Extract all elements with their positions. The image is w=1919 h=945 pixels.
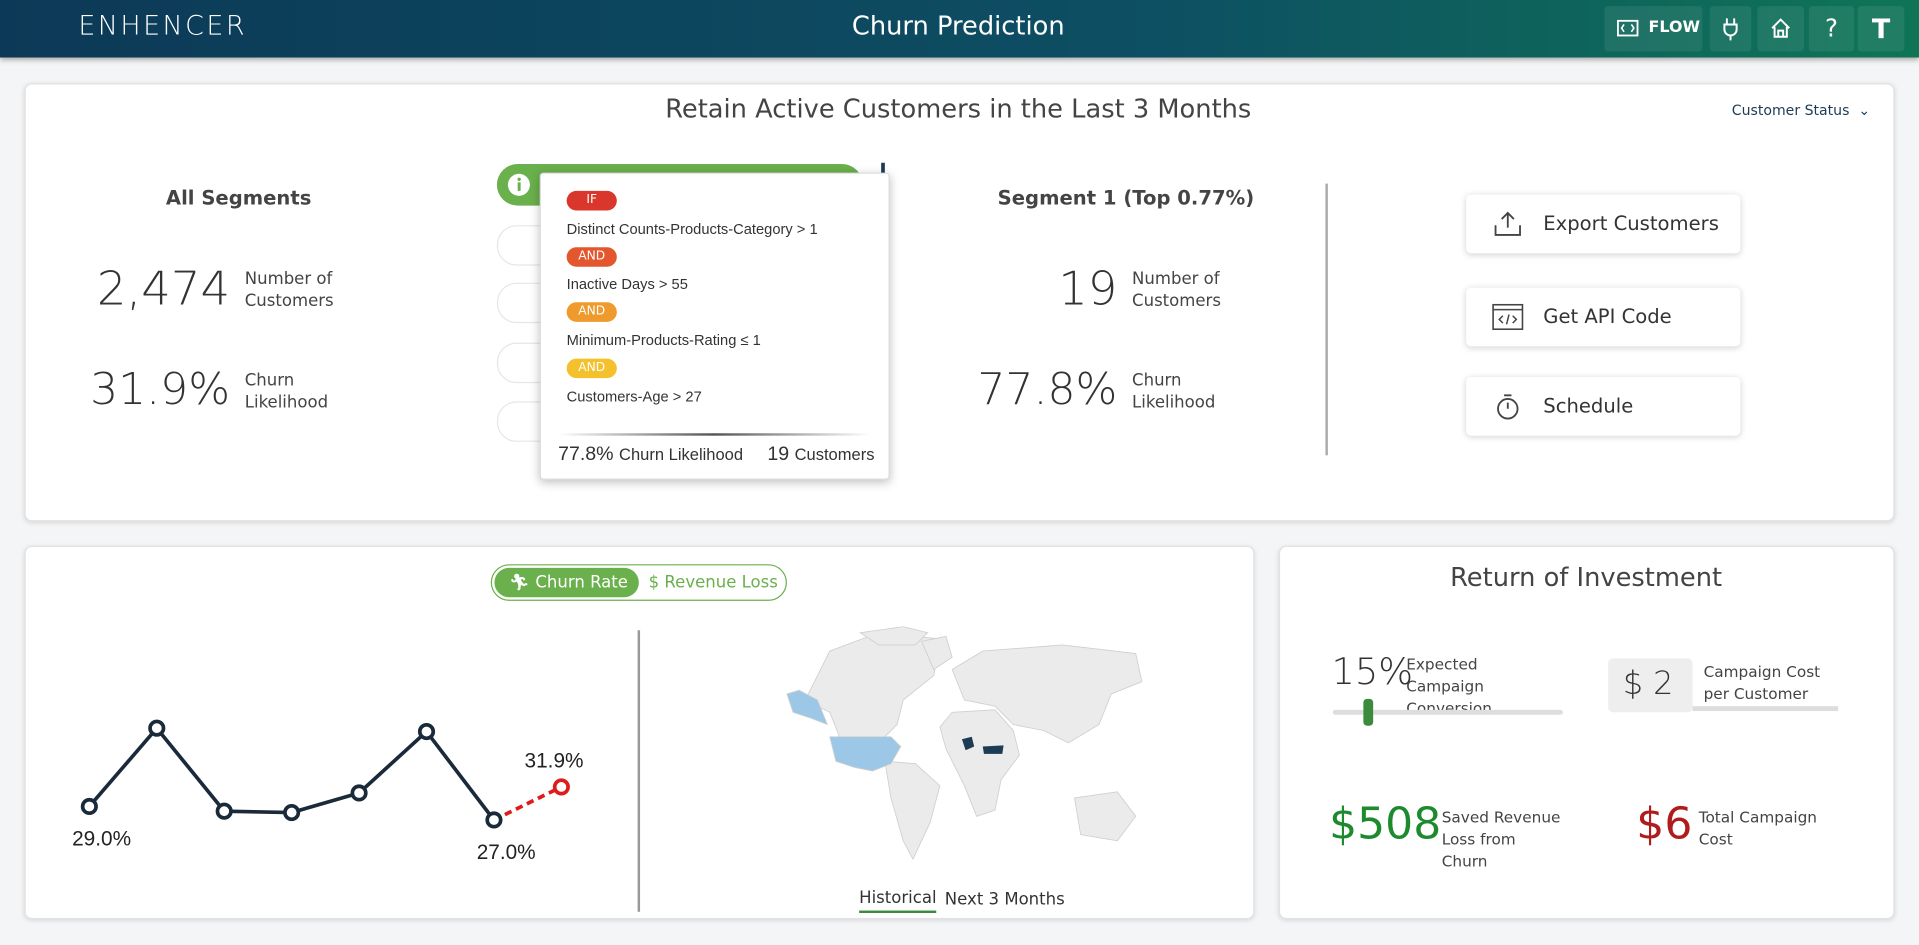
rule-tag: AND: [566, 302, 617, 322]
segment-title: Segment 1 (Top 0.77%): [997, 186, 1255, 210]
flow-label: FLOW: [1648, 18, 1701, 37]
rule-tag: AND: [566, 247, 617, 267]
tooltip-churn: 77.8% Churn Likelihood: [558, 444, 743, 466]
schedule-label: Schedule: [1543, 394, 1634, 418]
world-map: [786, 626, 1143, 861]
roi-panel: [1278, 545, 1895, 920]
saved-value: $508: [1329, 799, 1442, 850]
forecast-label: 31.9%: [525, 749, 584, 772]
total-label: Total Campaign Cost: [1698, 807, 1817, 849]
trend-point: [283, 803, 301, 822]
divider: [1325, 183, 1328, 456]
conversion-value: 15%: [1331, 651, 1414, 694]
home-button[interactable]: [1757, 6, 1804, 52]
plug-icon: [1723, 18, 1738, 41]
plugin-button[interactable]: [1709, 6, 1752, 52]
api-button[interactable]: Get API Code: [1466, 287, 1741, 347]
api-icon: [1492, 303, 1524, 331]
user-button[interactable]: T: [1857, 6, 1905, 52]
cost-label: Campaign Cost per Customer: [1703, 662, 1821, 703]
page-title: Churn Prediction: [851, 11, 1065, 41]
roi-title: Return of Investment: [1450, 562, 1723, 593]
dropdown-label: Customer Status: [1731, 101, 1850, 119]
cost-track: [1692, 706, 1839, 712]
all-customers-label: Number of Customers: [244, 269, 334, 311]
segment-churn-label: Churn Likelihood: [1132, 370, 1216, 413]
divider: [637, 630, 641, 912]
all-segments-title: All Segments: [165, 186, 312, 210]
trend-point: [485, 811, 503, 829]
schedule-button[interactable]: Schedule: [1466, 376, 1741, 436]
rule-tag: AND: [566, 358, 617, 379]
flow-button[interactable]: FLOW: [1604, 6, 1703, 52]
churn-rate-label: Churn Rate: [535, 572, 628, 593]
slider-knob[interactable]: [1363, 698, 1374, 726]
api-label: Get API Code: [1543, 304, 1672, 328]
conversion-slider[interactable]: [1332, 709, 1563, 715]
trend-point: [215, 802, 233, 820]
forecast-line: [493, 785, 563, 822]
churn-rate-tab[interactable]: 🏃︎ Churn Rate: [494, 567, 639, 598]
cost-value: $ 2: [1622, 665, 1674, 703]
scroll-marker: [881, 162, 885, 178]
status-dropdown[interactable]: Customer Status ⌄: [1731, 101, 1871, 119]
point-label: 27.0%: [477, 841, 536, 864]
all-customers: 2,474: [96, 261, 231, 316]
all-churn-label: Churn Likelihood: [244, 370, 329, 413]
segment-customers-label: Number of Customers: [1132, 269, 1221, 311]
logo[interactable]: ENHENCER: [78, 11, 247, 42]
flow-icon: [1617, 19, 1639, 37]
timer-icon: [1497, 394, 1519, 420]
home-icon: [1771, 18, 1790, 38]
tooltip-divider: [558, 433, 871, 436]
header: ENHENCER Churn Prediction FLOW ? T: [0, 0, 1919, 58]
panel-title: Retain Active Customers in the Last 3 Mo…: [665, 94, 1252, 124]
cost-input[interactable]: [1608, 658, 1693, 713]
tooltip-customers: 19 Customers: [767, 444, 874, 466]
rule-text: Customers-Age > 27: [566, 387, 702, 406]
trend-point: [350, 784, 368, 802]
trend-point: [417, 722, 436, 741]
all-churn: 31.9%: [90, 364, 231, 415]
next-months-tab[interactable]: Next 3 Months: [944, 889, 1065, 910]
revenue-loss-tab[interactable]: $ Revenue Loss: [648, 572, 778, 593]
rule-tag: IF: [566, 190, 617, 211]
trend-point: [80, 797, 98, 816]
segment-customers: 19: [1058, 261, 1118, 316]
total-value: $6: [1636, 799, 1693, 850]
rule-text: Inactive Days > 55: [566, 275, 688, 293]
metric-toggle: 🏃︎ Churn Rate $ Revenue Loss: [490, 564, 787, 601]
revenue-loss-label: Revenue Loss: [664, 572, 778, 593]
rule-text: Distinct Counts-Products-Category > 1: [566, 220, 818, 238]
historical-tab[interactable]: Historical: [859, 889, 937, 913]
trend-point: [148, 719, 166, 737]
tooltip-customers-value: 19: [767, 444, 790, 466]
export-button[interactable]: Export Customers: [1466, 194, 1741, 254]
tooltip-churn-value: 77.8%: [558, 444, 614, 466]
point-label: 29.0%: [72, 828, 131, 851]
rule-text: Minimum-Products-Rating ≤ 1: [566, 331, 761, 349]
tooltip-customers-label: Customers: [794, 445, 875, 464]
trend-chart: 29.0% 27.0% 31.9%: [72, 719, 584, 864]
segment-churn: 77.8%: [977, 364, 1118, 415]
export-label: Export Customers: [1543, 211, 1719, 235]
export-icon: [1494, 211, 1521, 236]
tooltip-churn-label: Churn Likelihood: [619, 445, 744, 464]
saved-label: Saved Revenue Loss from Churn: [1441, 807, 1561, 871]
rule-tooltip: [539, 172, 890, 480]
info-icon: [507, 173, 530, 196]
forecast-point: [552, 778, 570, 796]
help-button[interactable]: ?: [1808, 6, 1855, 52]
